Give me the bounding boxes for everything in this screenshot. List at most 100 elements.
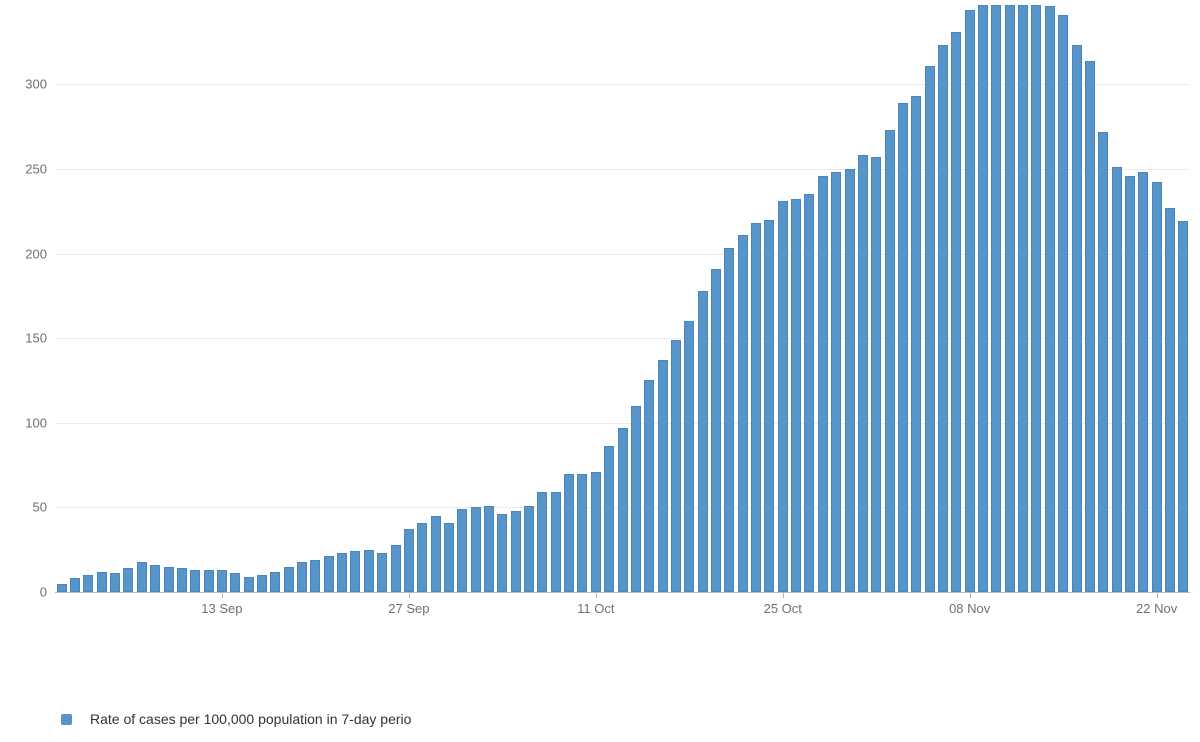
bar-20-sep[interactable] — [310, 559, 321, 592]
bar-20-nov[interactable] — [1124, 175, 1135, 592]
bar-25-sep[interactable] — [377, 553, 388, 592]
bar-24-nov[interactable] — [1178, 221, 1189, 592]
y-gridline — [55, 168, 1190, 170]
y-axis-tick-label: 250 — [25, 161, 47, 177]
bar-10-nov[interactable] — [991, 4, 1002, 592]
bar-25-oct[interactable] — [777, 201, 788, 592]
bar-15-oct[interactable] — [644, 380, 655, 592]
bar-01-sep[interactable] — [56, 583, 67, 592]
bar-07-oct[interactable] — [537, 492, 548, 592]
bar-20-oct[interactable] — [710, 268, 721, 592]
bar-17-oct[interactable] — [670, 339, 681, 592]
bar-19-sep[interactable] — [297, 561, 308, 592]
bar-23-oct[interactable] — [751, 223, 762, 592]
bar-05-oct[interactable] — [510, 510, 521, 592]
bar-13-nov[interactable] — [1031, 4, 1042, 592]
y-axis-tick-label: 50 — [32, 499, 47, 515]
bar-22-nov[interactable] — [1151, 182, 1162, 592]
bar-13-oct[interactable] — [617, 427, 628, 592]
bar-26-oct[interactable] — [791, 199, 802, 592]
bar-21-oct[interactable] — [724, 248, 735, 592]
bar-12-sep[interactable] — [203, 570, 214, 592]
bar-11-sep[interactable] — [190, 570, 201, 592]
bar-23-sep[interactable] — [350, 551, 361, 592]
bar-28-oct[interactable] — [817, 175, 828, 592]
bar-01-oct[interactable] — [457, 509, 468, 592]
bar-12-nov[interactable] — [1018, 4, 1029, 592]
bar-18-nov[interactable] — [1098, 131, 1109, 592]
bar-28-sep[interactable] — [417, 522, 428, 592]
bar-22-sep[interactable] — [337, 553, 348, 592]
bar-08-nov[interactable] — [964, 9, 975, 592]
y-gridline — [55, 338, 1190, 340]
x-axis-tick — [221, 593, 223, 598]
bar-06-nov[interactable] — [937, 45, 948, 592]
bar-30-oct[interactable] — [844, 168, 855, 592]
bar-06-oct[interactable] — [524, 505, 535, 592]
bar-27-sep[interactable] — [403, 529, 414, 592]
bar-04-nov[interactable] — [911, 96, 922, 592]
x-axis-tick-label: 27 Sep — [388, 601, 430, 616]
bar-15-sep[interactable] — [243, 576, 254, 592]
bar-10-sep[interactable] — [176, 568, 187, 592]
y-gridline — [55, 84, 1190, 86]
bar-16-sep[interactable] — [256, 575, 267, 592]
bar-19-nov[interactable] — [1111, 167, 1122, 592]
bar-26-sep[interactable] — [390, 544, 401, 592]
bar-24-sep[interactable] — [363, 549, 374, 592]
bar-02-sep[interactable] — [70, 578, 81, 592]
legend-swatch-icon — [61, 713, 72, 725]
bar-14-oct[interactable] — [630, 405, 641, 592]
bar-04-oct[interactable] — [497, 514, 508, 592]
bar-07-nov[interactable] — [951, 31, 962, 592]
bar-03-oct[interactable] — [483, 505, 494, 592]
bar-27-oct[interactable] — [804, 194, 815, 592]
bar-12-oct[interactable] — [604, 446, 615, 592]
bar-09-oct[interactable] — [564, 473, 575, 592]
bar-06-sep[interactable] — [123, 568, 134, 592]
x-axis-tick — [408, 593, 410, 598]
x-axis-tick — [969, 593, 971, 598]
bar-29-oct[interactable] — [831, 172, 842, 592]
bar-18-sep[interactable] — [283, 566, 294, 592]
bar-29-sep[interactable] — [430, 515, 441, 592]
bar-02-nov[interactable] — [884, 129, 895, 592]
bar-07-sep[interactable] — [136, 561, 147, 592]
bar-05-nov[interactable] — [924, 65, 935, 592]
bar-15-nov[interactable] — [1058, 14, 1069, 592]
bar-24-oct[interactable] — [764, 219, 775, 592]
bar-03-sep[interactable] — [83, 575, 94, 592]
bar-23-nov[interactable] — [1164, 207, 1175, 592]
bar-08-sep[interactable] — [150, 564, 161, 592]
bar-10-oct[interactable] — [577, 473, 588, 592]
bar-22-oct[interactable] — [737, 234, 748, 592]
bar-11-nov[interactable] — [1004, 4, 1015, 592]
bar-31-oct[interactable] — [857, 155, 868, 592]
bar-14-sep[interactable] — [230, 573, 241, 592]
bar-09-sep[interactable] — [163, 566, 174, 592]
x-axis-tick-label: 22 Nov — [1136, 601, 1178, 616]
bar-19-oct[interactable] — [697, 290, 708, 592]
bar-11-oct[interactable] — [590, 471, 601, 592]
x-axis-tick-label: 13 Sep — [201, 601, 243, 616]
y-axis-tick-label: 150 — [25, 330, 47, 346]
bar-17-sep[interactable] — [270, 571, 281, 592]
bar-21-nov[interactable] — [1138, 172, 1149, 592]
bar-02-oct[interactable] — [470, 507, 481, 592]
bar-21-sep[interactable] — [323, 556, 334, 592]
bar-03-nov[interactable] — [897, 102, 908, 592]
bar-08-oct[interactable] — [550, 492, 561, 592]
bar-14-nov[interactable] — [1044, 6, 1055, 592]
bar-18-oct[interactable] — [684, 321, 695, 592]
legend-item-case-rate[interactable]: Rate of cases per 100,000 population in … — [61, 711, 411, 727]
bar-09-nov[interactable] — [978, 4, 989, 592]
bar-30-sep[interactable] — [443, 522, 454, 592]
bar-04-sep[interactable] — [96, 571, 107, 592]
bar-13-sep[interactable] — [216, 570, 227, 592]
bar-17-nov[interactable] — [1084, 60, 1095, 592]
bar-05-sep[interactable] — [110, 573, 121, 592]
bar-16-nov[interactable] — [1071, 45, 1082, 592]
bar-01-nov[interactable] — [871, 157, 882, 592]
bar-16-oct[interactable] — [657, 360, 668, 592]
